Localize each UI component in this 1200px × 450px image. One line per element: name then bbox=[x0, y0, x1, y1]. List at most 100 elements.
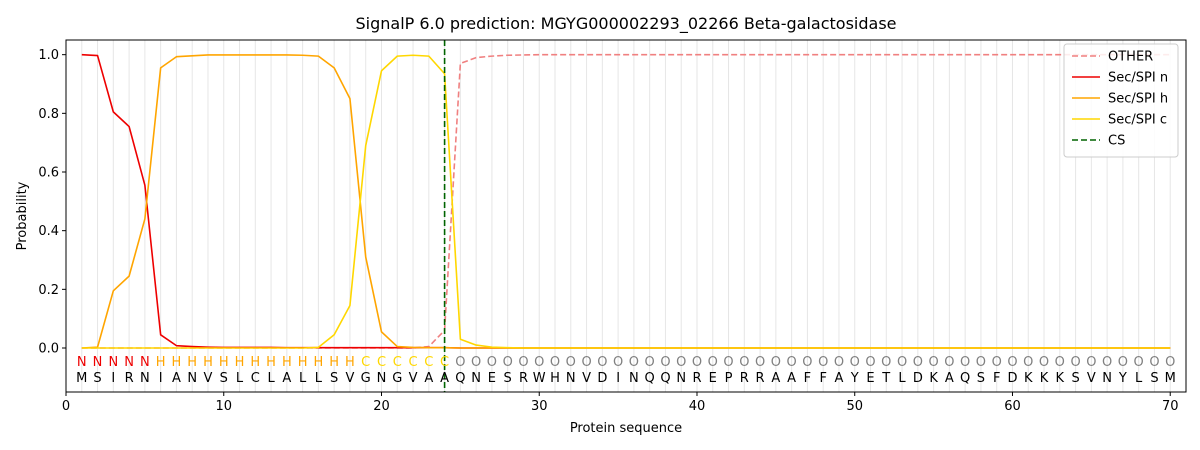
residue-label: E bbox=[488, 371, 496, 386]
residue-label: A bbox=[172, 371, 181, 386]
residue-label: R bbox=[756, 371, 765, 386]
chart-title: SignalP 6.0 prediction: MGYG000002293_02… bbox=[355, 14, 896, 34]
series-line-sec-spi-n bbox=[81, 53, 1171, 349]
region-label: O bbox=[550, 355, 560, 370]
legend-label: Sec/SPI c bbox=[1108, 113, 1167, 128]
residue-label: V bbox=[582, 371, 591, 386]
residue-label: A bbox=[440, 371, 449, 386]
series-line-sec-spi-h bbox=[81, 54, 1171, 349]
residue-label: N bbox=[676, 371, 686, 386]
region-label: H bbox=[329, 355, 339, 370]
residue-label: S bbox=[504, 371, 512, 386]
region-label: O bbox=[471, 355, 481, 370]
region-label: O bbox=[913, 355, 923, 370]
residue-label: F bbox=[804, 371, 811, 386]
residue-label: E bbox=[866, 371, 874, 386]
region-label: O bbox=[850, 355, 860, 370]
residue-label: A bbox=[424, 371, 433, 386]
residue-label: F bbox=[993, 371, 1000, 386]
region-label: H bbox=[172, 355, 182, 370]
x-tick-label: 70 bbox=[1162, 399, 1179, 414]
region-label: O bbox=[455, 355, 465, 370]
region-label: O bbox=[1118, 355, 1128, 370]
legend-label: Sec/SPI h bbox=[1108, 92, 1168, 107]
region-label: H bbox=[187, 355, 197, 370]
y-tick-label: 0.4 bbox=[38, 224, 59, 239]
residue-label: S bbox=[220, 371, 228, 386]
residue-label: R bbox=[740, 371, 749, 386]
region-label: O bbox=[1134, 355, 1144, 370]
residue-label: Q bbox=[660, 371, 670, 386]
region-label: C bbox=[424, 355, 433, 370]
residue-label: I bbox=[159, 371, 163, 386]
residue-label: L bbox=[299, 371, 307, 386]
residue-label: I bbox=[111, 371, 115, 386]
x-tick-label: 50 bbox=[846, 399, 863, 414]
region-label: O bbox=[755, 355, 765, 370]
residue-label: K bbox=[1056, 371, 1065, 386]
region-label: O bbox=[660, 355, 670, 370]
region-label: O bbox=[928, 355, 938, 370]
residue-label: K bbox=[1024, 371, 1033, 386]
region-label: O bbox=[1023, 355, 1033, 370]
residue-label: L bbox=[315, 371, 323, 386]
region-label: H bbox=[266, 355, 276, 370]
y-tick-label: 0.8 bbox=[38, 107, 59, 122]
residue-label: R bbox=[692, 371, 701, 386]
residue-label: N bbox=[629, 371, 639, 386]
residue-label: N bbox=[140, 371, 150, 386]
legend-box bbox=[1063, 43, 1179, 158]
region-label: O bbox=[581, 355, 591, 370]
region-label: N bbox=[140, 355, 150, 370]
region-label: O bbox=[739, 355, 749, 370]
region-label: H bbox=[282, 355, 292, 370]
region-label: O bbox=[818, 355, 828, 370]
region-label: O bbox=[897, 355, 907, 370]
region-label: O bbox=[771, 355, 781, 370]
residue-label: P bbox=[725, 371, 733, 386]
y-tick-label: 0.2 bbox=[38, 283, 59, 298]
region-label: C bbox=[393, 355, 402, 370]
region-label: O bbox=[629, 355, 639, 370]
region-label: O bbox=[834, 355, 844, 370]
x-tick-label: 10 bbox=[215, 399, 232, 414]
residue-label: M bbox=[76, 371, 87, 386]
region-label: O bbox=[597, 355, 607, 370]
region-label: O bbox=[518, 355, 528, 370]
residue-label: Y bbox=[1118, 371, 1127, 386]
residue-label: W bbox=[533, 371, 546, 386]
region-label: N bbox=[77, 355, 87, 370]
region-label: O bbox=[692, 355, 702, 370]
residue-label: V bbox=[1087, 371, 1096, 386]
residue-label: H bbox=[550, 371, 560, 386]
region-label: N bbox=[124, 355, 134, 370]
residue-label: A bbox=[771, 371, 780, 386]
residue-label: R bbox=[125, 371, 134, 386]
residue-label: S bbox=[977, 371, 985, 386]
region-label: O bbox=[960, 355, 970, 370]
residue-label: A bbox=[945, 371, 954, 386]
region-label: O bbox=[865, 355, 875, 370]
residue-label: K bbox=[1040, 371, 1049, 386]
legend: OTHER Sec/SPI n Sec/SPI h Sec/SPI c CS bbox=[1063, 43, 1179, 158]
plot-frame bbox=[65, 39, 1187, 393]
region-label: O bbox=[708, 355, 718, 370]
region-label: O bbox=[1102, 355, 1112, 370]
x-axis-label: Protein sequence bbox=[570, 421, 682, 436]
residue-label: S bbox=[330, 371, 338, 386]
x-tick-label: 40 bbox=[689, 399, 706, 414]
residue-label: M bbox=[1165, 371, 1176, 386]
region-label: O bbox=[1070, 355, 1080, 370]
residue-label: G bbox=[361, 371, 371, 386]
y-tick-label: 0.0 bbox=[38, 342, 59, 357]
residue-label: Q bbox=[645, 371, 655, 386]
residue-label: D bbox=[1007, 371, 1017, 386]
residue-label: S bbox=[93, 371, 101, 386]
region-label: O bbox=[1055, 355, 1065, 370]
region-label: H bbox=[219, 355, 229, 370]
region-label: O bbox=[676, 355, 686, 370]
y-tick-label: 1.0 bbox=[38, 48, 59, 63]
region-label: O bbox=[802, 355, 812, 370]
